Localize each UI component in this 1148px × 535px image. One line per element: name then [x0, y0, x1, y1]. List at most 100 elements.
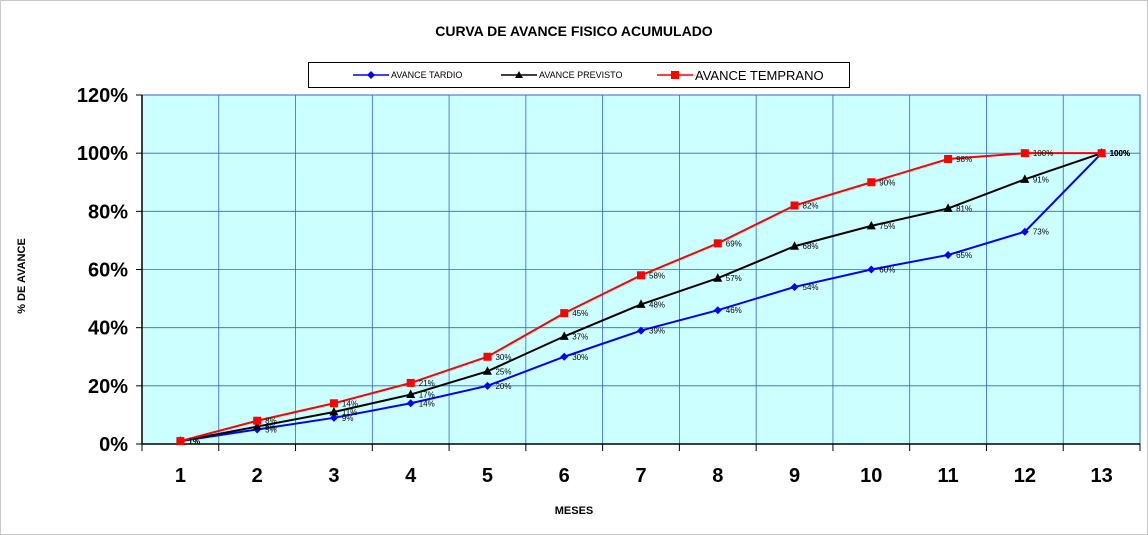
- data-label-avance-tardio: 60%: [879, 266, 895, 275]
- data-label-avance-tardio: 100%: [1110, 149, 1130, 158]
- chart-title: CURVA DE AVANCE FISICO ACUMULADO: [435, 23, 713, 39]
- data-point-avance-temprano: [637, 271, 645, 280]
- x-tick-label: 2: [252, 465, 263, 487]
- data-label-avance-previsto: 1%: [188, 437, 200, 446]
- data-point-avance-temprano: [1097, 149, 1106, 158]
- data-point-avance-tardio: [560, 352, 569, 361]
- data-point-avance-tardio: [637, 326, 645, 335]
- data-label-avance-temprano: 1%: [188, 437, 200, 446]
- data-point-avance-previsto: [636, 299, 646, 308]
- data-point-avance-previsto: [252, 421, 262, 431]
- x-tick-label: 13: [1090, 465, 1112, 487]
- data-label-avance-temprano: 100%: [1033, 149, 1053, 158]
- y-tick-label: 80%: [88, 201, 128, 223]
- data-point-avance-tardio: [483, 381, 492, 390]
- y-tick-label: 100%: [77, 143, 128, 165]
- data-label-avance-previsto: 68%: [803, 242, 819, 251]
- data-point-avance-temprano: [867, 178, 876, 187]
- data-label-avance-temprano: 8%: [265, 417, 277, 426]
- data-label-avance-previsto: 57%: [726, 274, 742, 283]
- data-label-avance-temprano: 69%: [726, 239, 742, 248]
- y-tick-label: 0%: [99, 434, 128, 456]
- legend-item-avance-previsto: AVANCE PREVISTO: [501, 63, 623, 87]
- data-label-avance-tardio: 65%: [956, 251, 972, 260]
- data-point-avance-temprano: [944, 154, 953, 163]
- data-label-avance-tardio: 14%: [419, 399, 435, 408]
- data-label-avance-previsto: 17%: [419, 391, 435, 400]
- y-axis-label: % DE AVANCE: [16, 238, 28, 314]
- data-point-avance-previsto: [482, 366, 492, 375]
- x-tick-label: 4: [405, 465, 417, 487]
- data-point-avance-tardio: [406, 399, 415, 408]
- data-point-avance-temprano: [176, 437, 185, 446]
- x-tick-label: 12: [1014, 465, 1036, 487]
- data-point-avance-tardio: [329, 413, 338, 422]
- data-point-avance-tardio: [1020, 227, 1029, 236]
- x-tick-label: 9: [789, 465, 800, 487]
- data-point-avance-previsto: [1020, 174, 1030, 183]
- legend-item-avance-temprano: AVANCE TEMPRANO: [657, 63, 824, 87]
- data-point-avance-tardio: [790, 282, 799, 291]
- data-label-avance-temprano: 45%: [572, 309, 588, 318]
- x-tick-label: 8: [712, 465, 723, 487]
- data-label-avance-temprano: 30%: [495, 353, 511, 362]
- data-label-avance-previsto: 75%: [879, 222, 895, 231]
- data-point-avance-temprano: [329, 399, 338, 408]
- data-point-avance-previsto: [406, 389, 416, 399]
- data-label-avance-tardio: 54%: [803, 283, 819, 292]
- data-label-avance-tardio: 20%: [495, 382, 511, 391]
- data-label-avance-tardio: 1%: [188, 437, 200, 446]
- y-tick-label: 40%: [88, 318, 128, 340]
- data-label-avance-temprano: 82%: [803, 202, 819, 211]
- data-point-avance-temprano: [406, 378, 415, 387]
- data-label-avance-temprano: 90%: [879, 178, 895, 187]
- data-point-avance-previsto: [559, 331, 569, 340]
- data-label-avance-previsto: 6%: [265, 423, 277, 432]
- data-label-avance-temprano: 98%: [956, 155, 972, 164]
- data-point-avance-tardio: [713, 306, 722, 315]
- legend-marker-avance-previsto: [501, 71, 537, 78]
- data-label-avance-previsto: 100%: [1110, 149, 1130, 158]
- legend-label-avance-temprano: AVANCE TEMPRANO: [695, 67, 824, 83]
- legend-item-avance-tardio: AVANCE TARDIO: [353, 63, 462, 87]
- data-point-avance-temprano: [483, 352, 492, 361]
- data-point-avance-previsto: [329, 407, 339, 416]
- data-label-avance-previsto: 81%: [956, 204, 972, 213]
- x-tick-label: 10: [860, 465, 882, 487]
- data-label-avance-tardio: 39%: [649, 327, 665, 336]
- data-label-avance-temprano: 21%: [419, 379, 435, 388]
- data-label-avance-previsto: 11%: [342, 408, 357, 417]
- x-tick-label: 1: [175, 465, 186, 487]
- data-label-avance-previsto: 48%: [649, 300, 665, 309]
- y-tick-label: 20%: [88, 376, 128, 398]
- x-tick-label: 6: [559, 465, 570, 487]
- data-point-avance-temprano: [790, 201, 799, 210]
- data-point-avance-temprano: [560, 309, 569, 318]
- x-tick-label: 11: [937, 465, 958, 487]
- data-label-avance-temprano: 14%: [342, 399, 358, 408]
- data-label-avance-tardio: 5%: [265, 425, 277, 434]
- x-tick-label: 7: [635, 465, 646, 487]
- chart-legend: AVANCE TARDIO AVANCE PREVISTO AVANCE TEM…: [308, 62, 850, 88]
- x-tick-label: 3: [328, 465, 339, 487]
- data-point-avance-tardio: [867, 265, 876, 274]
- data-label-avance-previsto: 25%: [495, 367, 511, 376]
- x-tick-label: 5: [482, 465, 493, 487]
- y-tick-label: 60%: [88, 260, 128, 282]
- data-label-avance-tardio: 30%: [572, 353, 588, 362]
- legend-label-avance-previsto: AVANCE PREVISTO: [539, 70, 623, 80]
- data-label-avance-temprano: 58%: [649, 271, 665, 280]
- data-label-avance-previsto: 37%: [572, 332, 588, 341]
- data-point-avance-temprano: [253, 416, 262, 425]
- data-label-avance-temprano: 100%: [1110, 149, 1130, 158]
- data-label-avance-tardio: 73%: [1033, 228, 1049, 237]
- y-tick-label: 120%: [77, 85, 128, 107]
- legend-marker-avance-tardio: [353, 71, 389, 79]
- legend-marker-avance-temprano: [657, 71, 693, 79]
- data-point-avance-temprano: [1020, 149, 1029, 158]
- data-point-avance-previsto: [713, 273, 723, 282]
- data-label-avance-tardio: 9%: [342, 414, 354, 423]
- data-point-avance-temprano: [713, 239, 722, 248]
- data-point-avance-previsto: [790, 241, 800, 250]
